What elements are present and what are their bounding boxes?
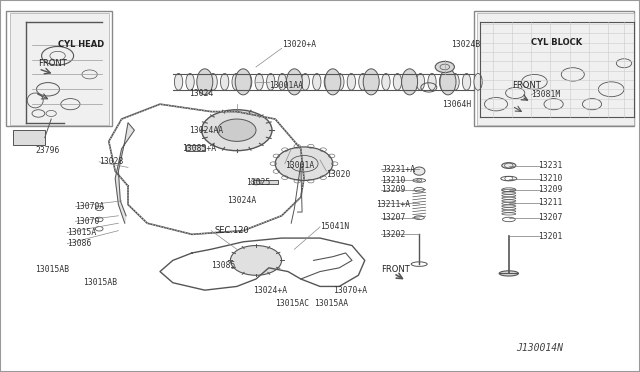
Ellipse shape	[232, 74, 241, 90]
Bar	[6, 11, 112, 126]
Text: 13201: 13201	[538, 232, 562, 241]
Text: CYL BLOCK: CYL BLOCK	[531, 38, 582, 47]
Text: 13085: 13085	[211, 262, 236, 270]
Ellipse shape	[499, 271, 518, 276]
Text: 13231: 13231	[538, 161, 562, 170]
Ellipse shape	[440, 69, 456, 95]
Text: 13015A: 13015A	[67, 228, 97, 237]
Ellipse shape	[174, 74, 183, 90]
Ellipse shape	[413, 167, 425, 175]
Ellipse shape	[428, 74, 436, 90]
Text: 13211+A: 13211+A	[376, 200, 410, 209]
Text: 13207: 13207	[381, 213, 406, 222]
Text: CYL HEAD: CYL HEAD	[58, 40, 104, 49]
Text: 13202: 13202	[381, 230, 406, 239]
Text: FRONT: FRONT	[512, 81, 541, 90]
Text: 15041N: 15041N	[320, 222, 349, 231]
Ellipse shape	[394, 74, 402, 90]
Circle shape	[275, 147, 333, 180]
Ellipse shape	[209, 74, 218, 90]
Text: 13028: 13028	[99, 157, 124, 166]
Ellipse shape	[313, 74, 321, 90]
Text: 13070A: 13070A	[76, 202, 105, 211]
Text: 13015AB: 13015AB	[83, 278, 117, 287]
Text: 13015AB: 13015AB	[35, 265, 69, 274]
Polygon shape	[115, 123, 134, 223]
Circle shape	[230, 246, 282, 275]
Ellipse shape	[371, 74, 379, 90]
Ellipse shape	[255, 74, 264, 90]
Text: 23796: 23796	[35, 146, 60, 155]
Ellipse shape	[236, 69, 252, 95]
Ellipse shape	[382, 74, 390, 90]
Bar	[253, 180, 278, 184]
Ellipse shape	[287, 69, 303, 95]
Ellipse shape	[336, 74, 344, 90]
Ellipse shape	[197, 69, 212, 95]
Ellipse shape	[244, 74, 252, 90]
Text: 13064H: 13064H	[442, 100, 471, 109]
Text: 13001AA: 13001AA	[269, 81, 303, 90]
Text: 13211: 13211	[538, 198, 562, 207]
Text: 13209: 13209	[381, 185, 406, 194]
Ellipse shape	[198, 74, 206, 90]
Ellipse shape	[440, 74, 448, 90]
Text: 13085+A: 13085+A	[182, 144, 216, 153]
Text: J3231+A: J3231+A	[381, 165, 415, 174]
Text: 13081M: 13081M	[531, 90, 561, 99]
Ellipse shape	[402, 69, 418, 95]
Bar	[10, 13, 109, 125]
Text: 13070: 13070	[76, 217, 100, 226]
Ellipse shape	[278, 74, 287, 90]
Ellipse shape	[435, 61, 454, 73]
Ellipse shape	[364, 69, 380, 95]
Text: 13015AC: 13015AC	[275, 299, 309, 308]
Bar	[474, 11, 634, 126]
Ellipse shape	[324, 74, 333, 90]
Bar	[186, 145, 205, 151]
Text: 13024A: 13024A	[227, 196, 257, 205]
Ellipse shape	[348, 74, 356, 90]
Text: 13020: 13020	[326, 170, 351, 179]
Text: 13209: 13209	[538, 185, 562, 194]
Text: 13015AA: 13015AA	[314, 299, 348, 308]
Text: 13210: 13210	[538, 174, 562, 183]
Bar	[477, 13, 634, 125]
Text: 13024: 13024	[189, 89, 213, 97]
Bar	[13, 130, 45, 145]
Text: 13070+A: 13070+A	[333, 286, 367, 295]
Text: 13210: 13210	[381, 176, 406, 185]
Ellipse shape	[325, 69, 341, 95]
Ellipse shape	[451, 74, 460, 90]
Text: SEC.120: SEC.120	[214, 226, 249, 235]
Ellipse shape	[267, 74, 275, 90]
Ellipse shape	[463, 74, 471, 90]
Text: 13020+A: 13020+A	[282, 40, 316, 49]
Text: 13025: 13025	[246, 178, 271, 187]
Ellipse shape	[405, 74, 413, 90]
Ellipse shape	[186, 74, 195, 90]
Text: 13024+A: 13024+A	[253, 286, 287, 295]
Ellipse shape	[301, 74, 310, 90]
Ellipse shape	[290, 74, 298, 90]
Text: 13024AA: 13024AA	[189, 126, 223, 135]
Ellipse shape	[502, 163, 516, 169]
Text: FRONT: FRONT	[381, 265, 410, 274]
Ellipse shape	[221, 74, 229, 90]
Ellipse shape	[417, 74, 425, 90]
Text: J130014N: J130014N	[516, 343, 563, 353]
Text: 13024B: 13024B	[451, 40, 481, 49]
Text: 13086: 13086	[67, 239, 92, 248]
Text: 13001A: 13001A	[285, 161, 314, 170]
Circle shape	[218, 119, 256, 141]
Text: 13207: 13207	[538, 213, 562, 222]
Text: FRONT: FRONT	[38, 59, 67, 68]
Ellipse shape	[359, 74, 367, 90]
Ellipse shape	[474, 74, 483, 90]
Circle shape	[202, 110, 272, 151]
